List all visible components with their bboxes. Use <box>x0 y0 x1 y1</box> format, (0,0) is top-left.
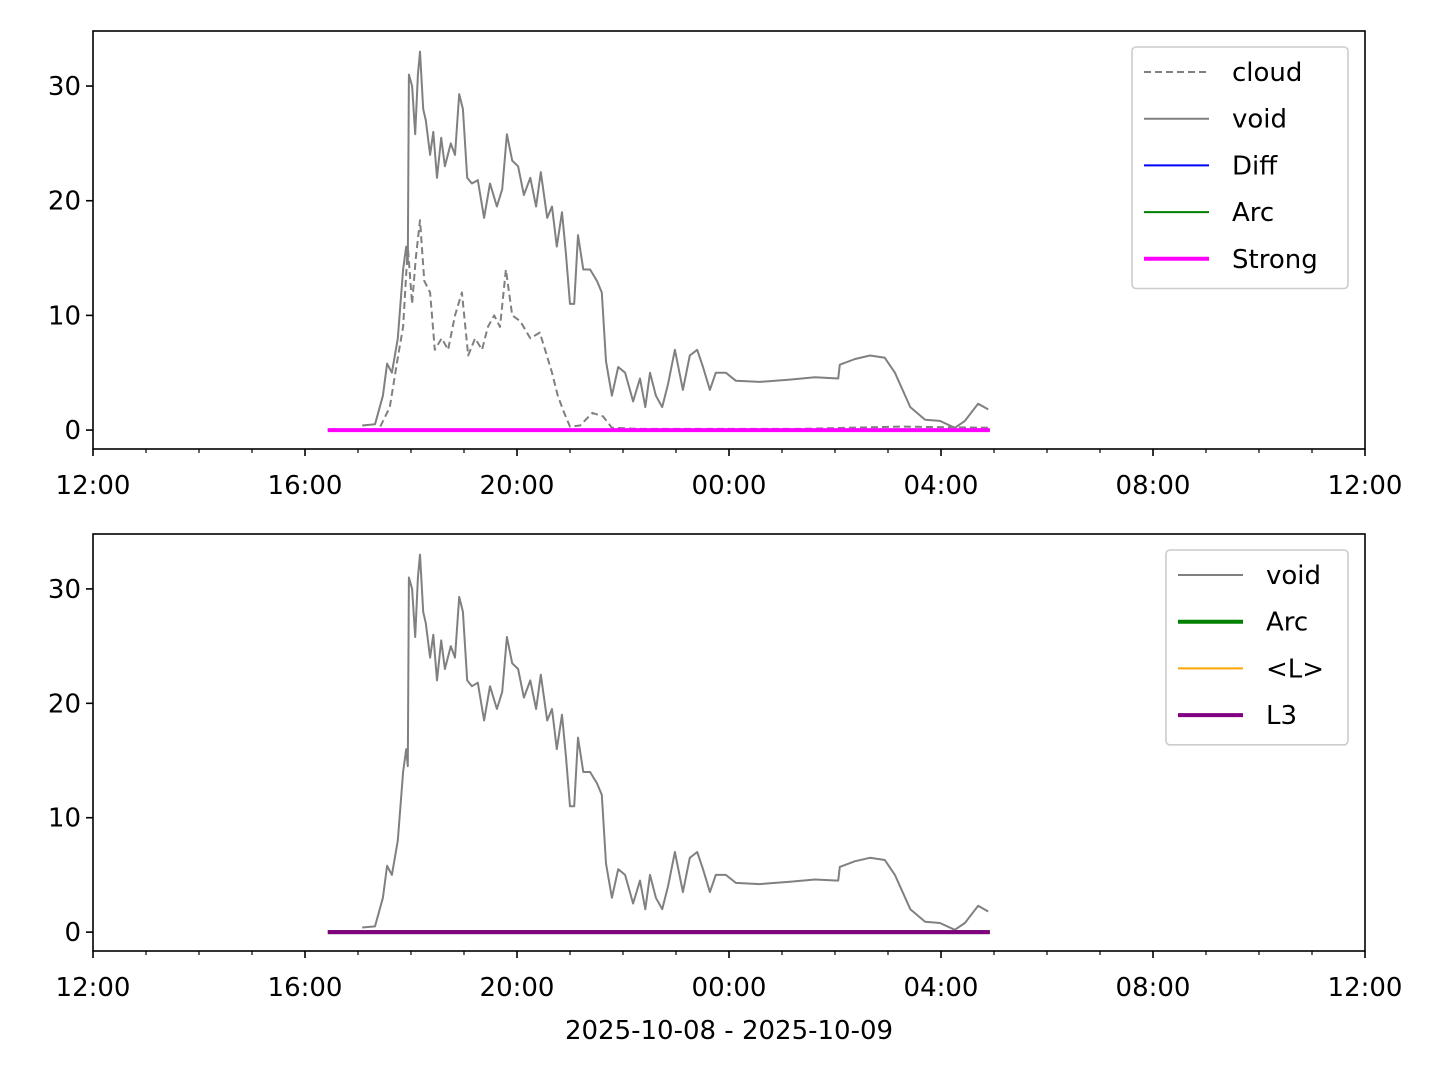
legend-label: cloud <box>1232 58 1302 88</box>
x-tick-label: 00:00 <box>692 973 767 1003</box>
legend: cloud void Diff Arc Strong <box>1131 46 1349 290</box>
y-tick-label: 30 <box>48 575 81 605</box>
x-tick-label: 04:00 <box>904 471 979 501</box>
series-line <box>362 50 989 429</box>
axes: 0 10 20 30 12:00 16:00 20:00 00:00 04:00 08:00 12:… <box>48 30 1403 501</box>
legend-label: <L> <box>1266 654 1324 684</box>
x-tick-label: 12:00 <box>1328 973 1403 1003</box>
legend-box <box>1165 549 1349 746</box>
y-tick-label: 0 <box>64 416 81 446</box>
x-axis-label: 2025-10-08 - 2025-10-09 <box>565 1016 893 1046</box>
legend-label: Diff <box>1232 151 1278 181</box>
axes: 0 10 20 30 12:00 16:00 20:00 00:00 04:00 08:00 12:… <box>48 533 1403 1046</box>
x-tick-label: 08:00 <box>1116 471 1191 501</box>
x-tick-label: 08:00 <box>1116 973 1191 1003</box>
y-tick-label: 0 <box>64 918 81 948</box>
legend-label: L3 <box>1266 701 1297 731</box>
x-tick-label: 12:00 <box>1328 471 1403 501</box>
x-tick-label: 12:00 <box>56 973 131 1003</box>
x-tick-label: 20:00 <box>480 973 555 1003</box>
series-line <box>362 553 989 931</box>
legend-label: void <box>1266 561 1321 591</box>
series-line <box>379 219 990 430</box>
legend-label: void <box>1232 105 1287 135</box>
x-tick-label: 16:00 <box>268 471 343 501</box>
x-tick-label: 12:00 <box>56 471 131 501</box>
legend: void Arc <L> L3 <box>1165 549 1349 746</box>
x-tick-label: 04:00 <box>904 973 979 1003</box>
legend-label: Strong <box>1232 245 1318 275</box>
y-tick-label: 20 <box>48 187 81 217</box>
x-tick-label: 00:00 <box>692 471 767 501</box>
legend-box <box>1131 46 1349 290</box>
y-tick-label: 20 <box>48 689 81 719</box>
y-tick-label: 30 <box>48 72 81 102</box>
y-tick-label: 10 <box>48 804 81 834</box>
legend-label: Arc <box>1232 198 1274 228</box>
legend-label: Arc <box>1266 608 1308 638</box>
y-tick-label: 10 <box>48 301 81 331</box>
x-tick-label: 20:00 <box>480 471 555 501</box>
x-tick-label: 16:00 <box>268 973 343 1003</box>
